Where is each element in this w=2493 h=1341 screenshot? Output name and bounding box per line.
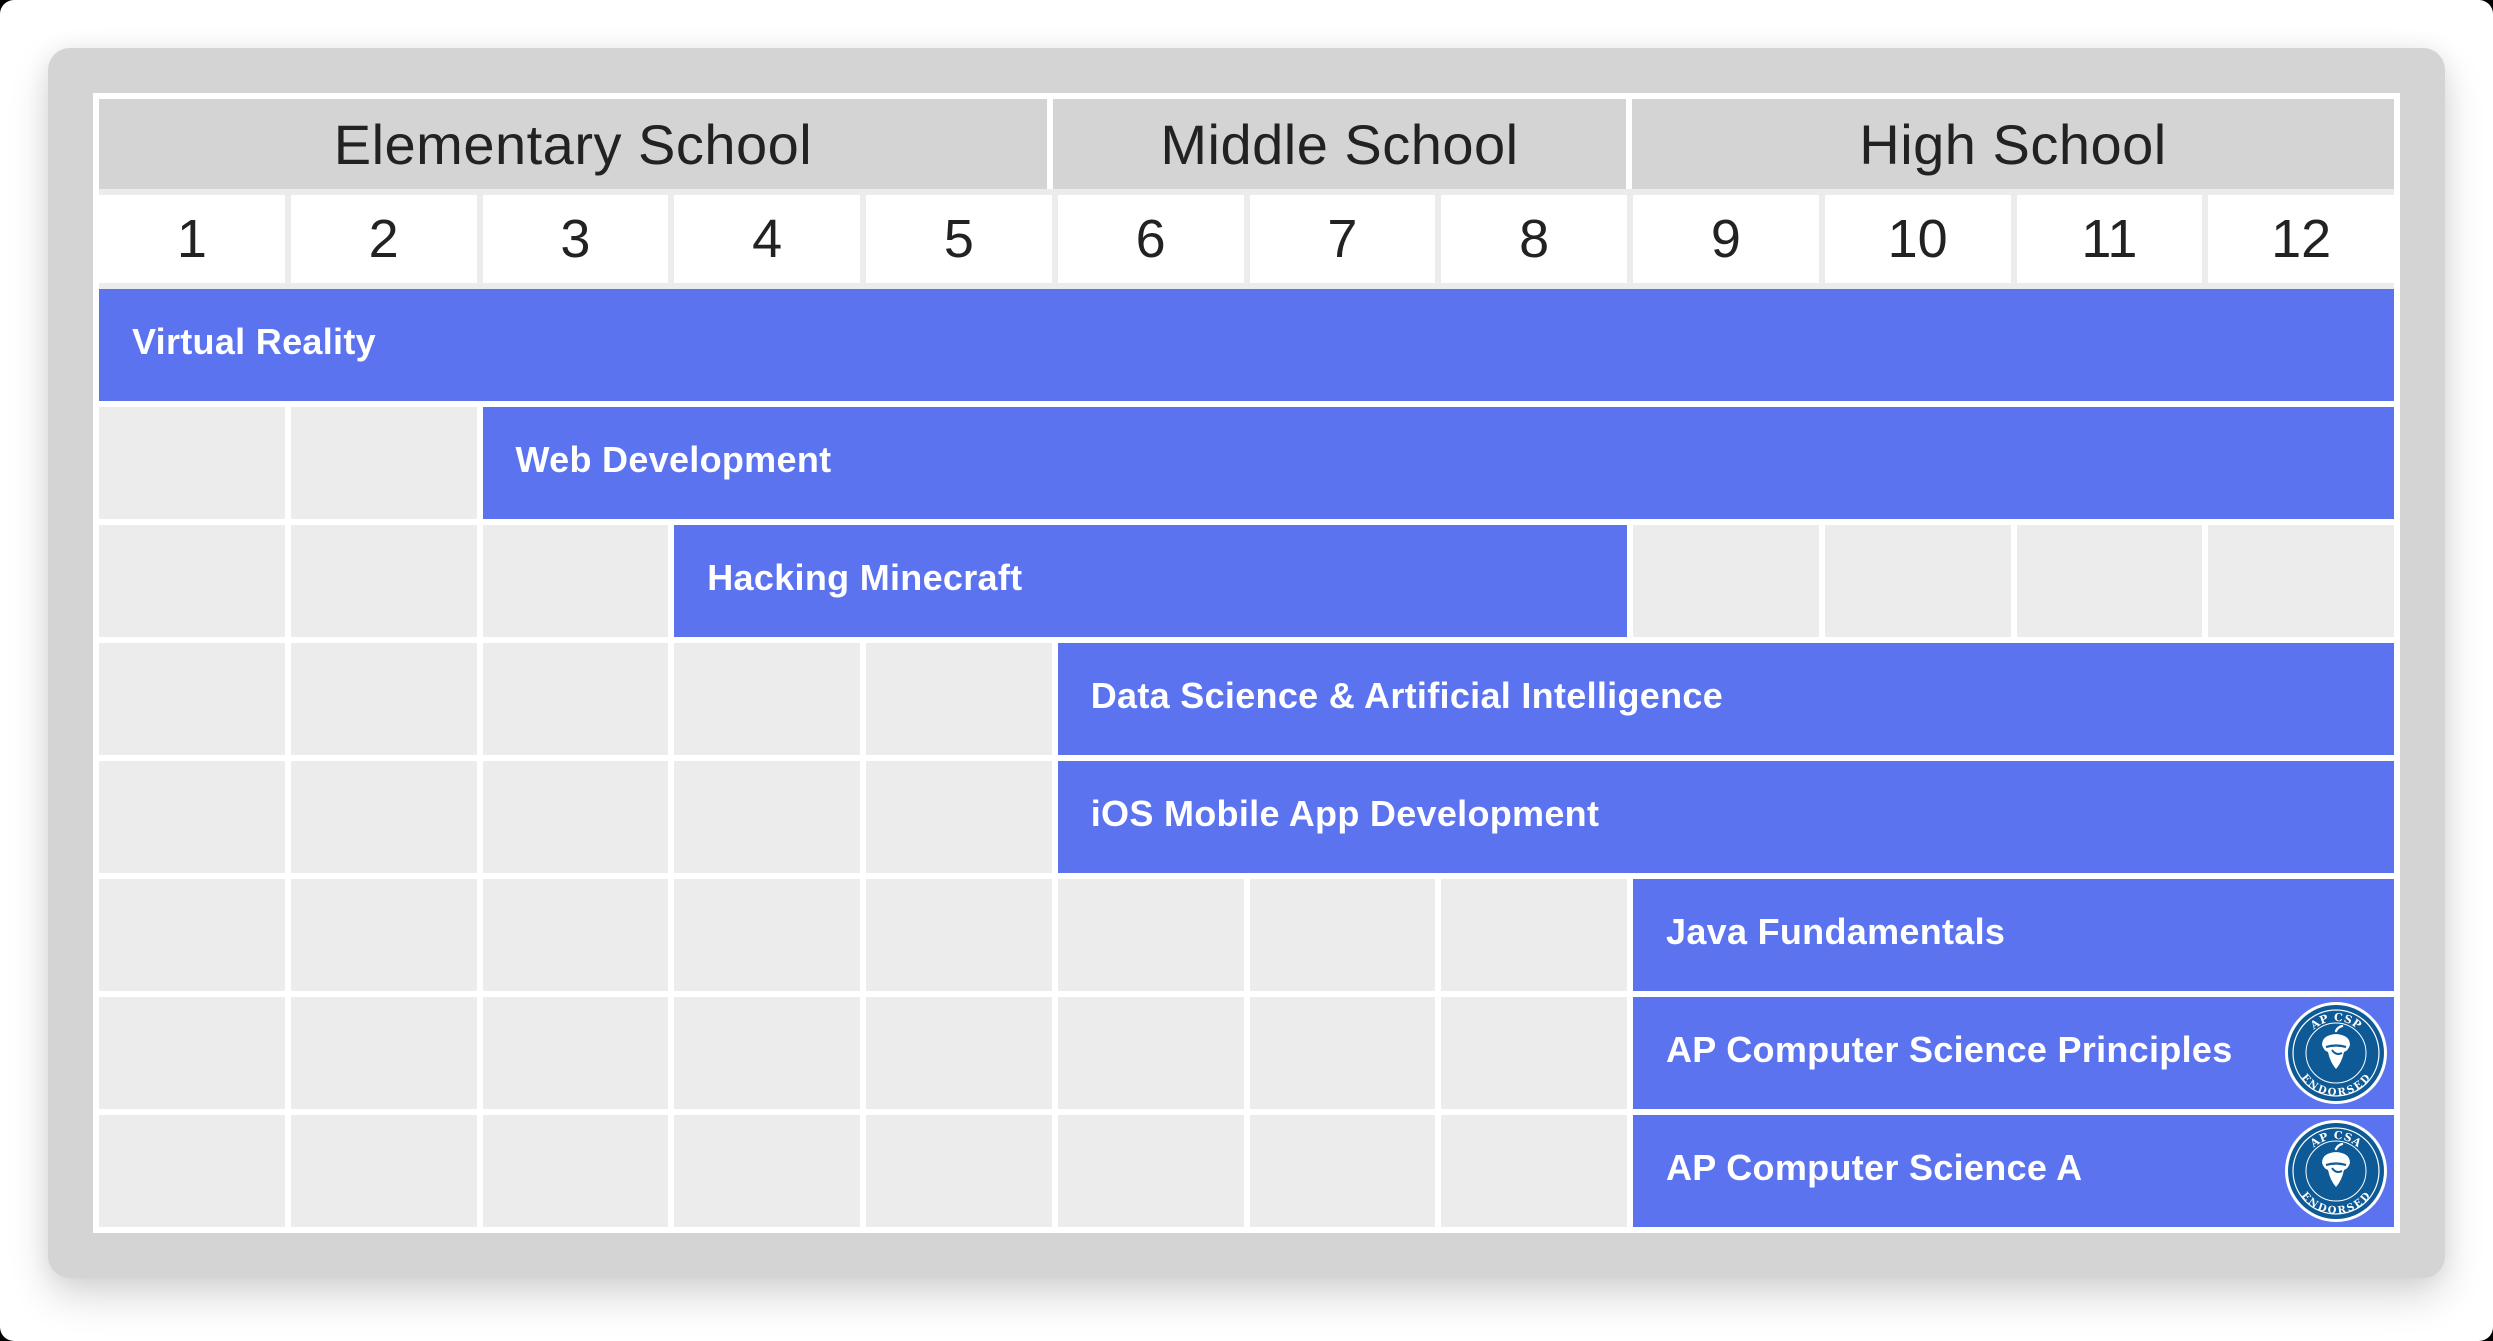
- empty-grade-cell: [290, 1115, 477, 1227]
- empty-grade-cell: [482, 643, 669, 755]
- screen-corner: [0, 0, 14, 14]
- empty-grade-cell: [674, 643, 860, 755]
- ap-endorsed-badge-icon: AP CSP ENDORSED: [2284, 1001, 2388, 1105]
- empty-grade-cell: [290, 879, 477, 991]
- empty-grade-cell: [1057, 1115, 1244, 1227]
- course-bar-ios-mobile-app-development[interactable]: iOS Mobile App Development: [1057, 761, 2394, 873]
- empty-grade-cell: [866, 643, 1052, 755]
- empty-grade-cell: [1824, 525, 2011, 637]
- course-bar-ap-computer-science-principles[interactable]: AP Computer Science Principles: [1633, 997, 2394, 1109]
- grade-header-1: 1: [99, 195, 285, 283]
- screen-corner: [2479, 0, 2493, 14]
- empty-grade-cell: [290, 407, 477, 519]
- section-header-elementary: Elementary School: [99, 99, 1047, 189]
- empty-grade-cell: [866, 1115, 1052, 1227]
- course-bar-java-fundamentals[interactable]: Java Fundamentals: [1633, 879, 2394, 991]
- empty-grade-cell: [99, 879, 285, 991]
- empty-grade-cell: [674, 879, 860, 991]
- empty-grade-cell: [99, 407, 285, 519]
- grade-header-8: 8: [1441, 195, 1627, 283]
- course-label: iOS Mobile App Development: [1090, 793, 1600, 834]
- empty-grade-cell: [99, 997, 285, 1109]
- course-label: Virtual Reality: [132, 321, 376, 362]
- course-label: AP Computer Science Principles: [1666, 1029, 2233, 1070]
- course-label: Hacking Minecraft: [707, 557, 1023, 598]
- course-bar-web-development[interactable]: Web Development: [482, 407, 2394, 519]
- grade-header-5: 5: [866, 195, 1052, 283]
- empty-grade-cell: [1633, 525, 1819, 637]
- course-label: Data Science & Artificial Intelligence: [1090, 675, 1724, 716]
- section-header-middle: Middle School: [1053, 99, 1626, 189]
- grade-header-9: 9: [1633, 195, 1819, 283]
- empty-grade-cell: [1249, 879, 1436, 991]
- course-label: AP Computer Science A: [1666, 1147, 2083, 1188]
- screen-corner: [0, 1327, 14, 1341]
- empty-grade-cell: [290, 525, 477, 637]
- empty-grade-cell: [1057, 997, 1244, 1109]
- empty-grade-cell: [674, 997, 860, 1109]
- empty-grade-cell: [99, 1115, 285, 1227]
- empty-grade-cell: [290, 643, 477, 755]
- empty-grade-cell: [2016, 525, 2203, 637]
- empty-grade-cell: [2208, 525, 2394, 637]
- empty-grade-cell: [1441, 879, 1627, 991]
- grade-header-10: 10: [1824, 195, 2011, 283]
- empty-grade-cell: [482, 879, 669, 991]
- ap-endorsed-badge-icon: AP CSA ENDORSED: [2284, 1119, 2388, 1223]
- empty-grade-cell: [482, 997, 669, 1109]
- empty-grade-cell: [482, 1115, 669, 1227]
- grade-header-7: 7: [1249, 195, 1436, 283]
- empty-grade-cell: [99, 525, 285, 637]
- grade-header-2: 2: [290, 195, 477, 283]
- empty-grade-cell: [99, 761, 285, 873]
- empty-grade-cell: [482, 525, 669, 637]
- empty-grade-cell: [290, 761, 477, 873]
- grade-header-12: 12: [2208, 195, 2394, 283]
- empty-grade-cell: [1441, 1115, 1627, 1227]
- grade-header-11: 11: [2016, 195, 2203, 283]
- empty-grade-cell: [1249, 1115, 1436, 1227]
- empty-grade-cell: [674, 761, 860, 873]
- grade-header-3: 3: [482, 195, 669, 283]
- empty-grade-cell: [1441, 997, 1627, 1109]
- grade-header-4: 4: [674, 195, 860, 283]
- course-bar-ap-computer-science-a[interactable]: AP Computer Science A: [1633, 1115, 2394, 1227]
- empty-grade-cell: [866, 879, 1052, 991]
- course-bar-hacking-minecraft[interactable]: Hacking Minecraft: [674, 525, 1627, 637]
- course-label: Web Development: [515, 439, 832, 480]
- course-label: Java Fundamentals: [1666, 911, 2006, 952]
- empty-grade-cell: [866, 761, 1052, 873]
- empty-grade-cell: [674, 1115, 860, 1227]
- course-bar-virtual-reality[interactable]: Virtual Reality: [99, 289, 2394, 401]
- section-header-high: High School: [1632, 99, 2394, 189]
- empty-grade-cell: [99, 643, 285, 755]
- grade-header-6: 6: [1057, 195, 1244, 283]
- empty-grade-cell: [866, 997, 1052, 1109]
- course-bar-data-science-artificial-intelligence[interactable]: Data Science & Artificial Intelligence: [1057, 643, 2394, 755]
- empty-grade-cell: [290, 997, 477, 1109]
- empty-grade-cell: [1057, 879, 1244, 991]
- grade-row-background: [99, 189, 2394, 289]
- empty-grade-cell: [1249, 997, 1436, 1109]
- empty-grade-cell: [482, 761, 669, 873]
- screen-corner: [2479, 1327, 2493, 1341]
